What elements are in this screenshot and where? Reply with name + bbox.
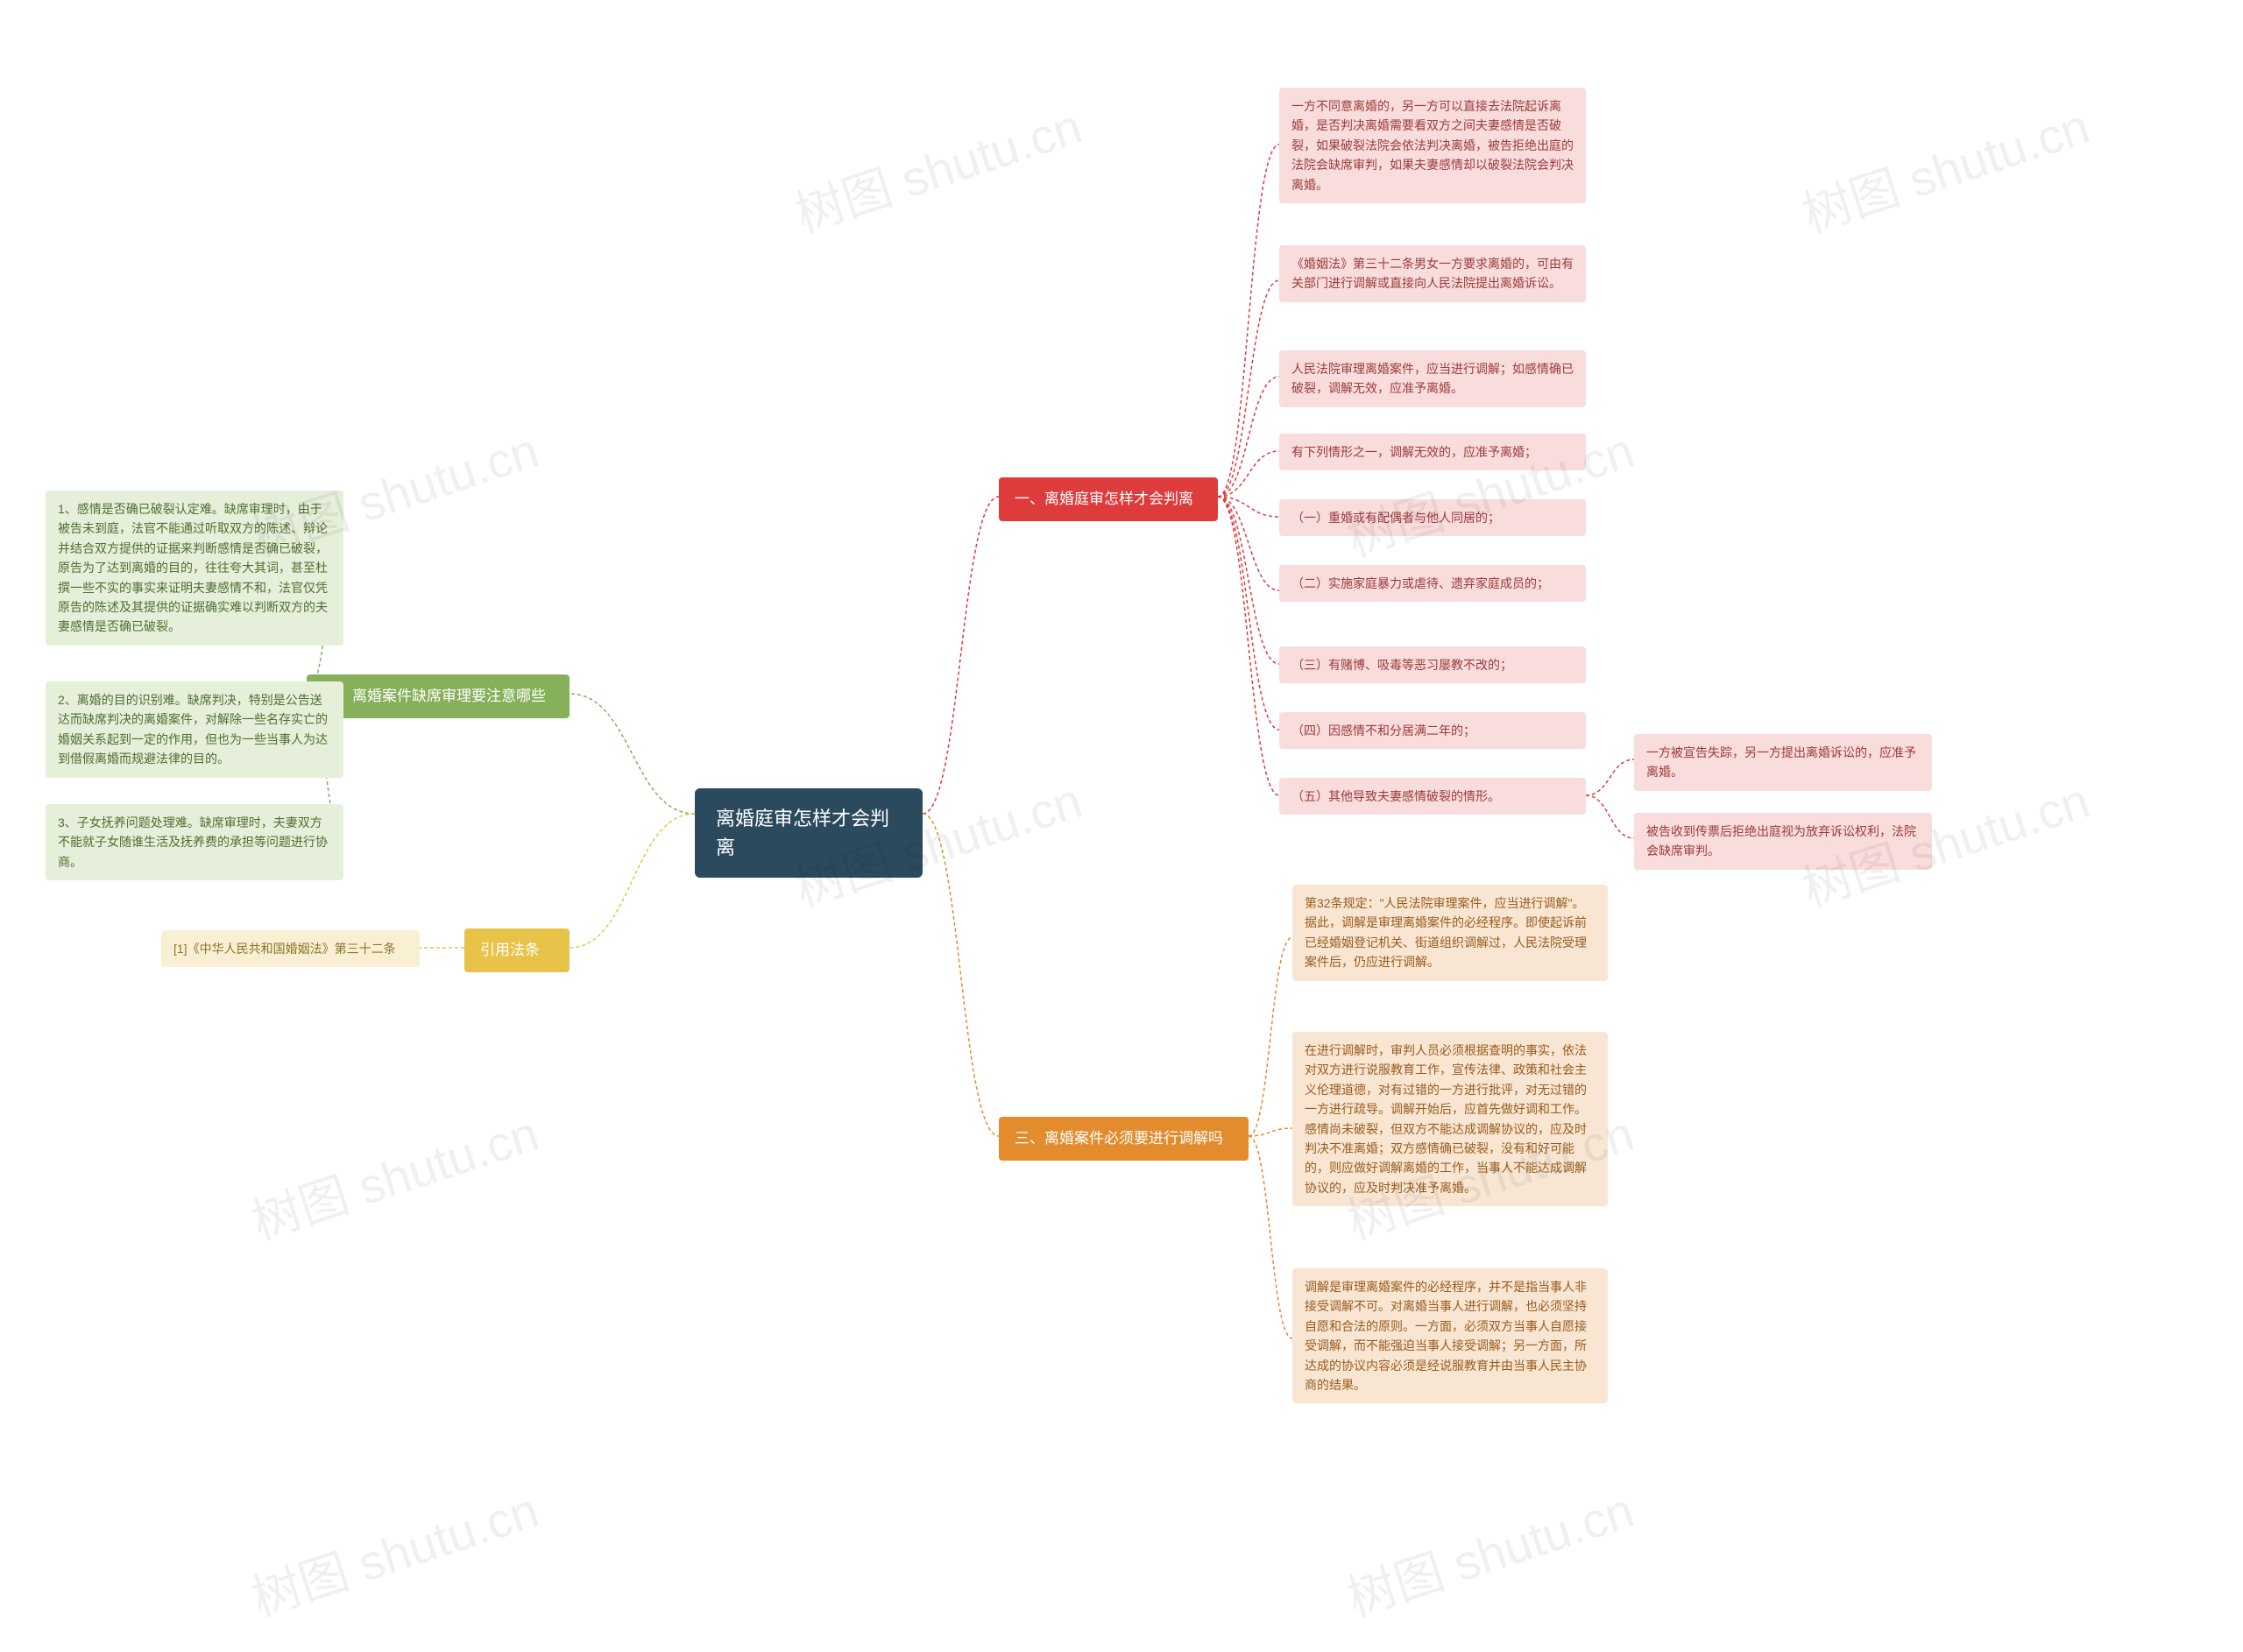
watermark: 树图 shutu.cn — [785, 88, 1090, 247]
leaf-node: [1]《中华人民共和国婚姻法》第三十二条 — [161, 930, 420, 967]
leaf-node: 《婚姻法》第三十二条男女一方要求离婚的，可由有关部门进行调解或直接向人民法院提出… — [1279, 245, 1586, 302]
branch-1: 一、离婚庭审怎样才会判离 — [999, 477, 1218, 521]
leaf-node: 1、感情是否确已破裂认定难。缺席审理时，由于被告未到庭，法官不能通过听取双方的陈… — [46, 491, 343, 646]
leaf-node: 在进行调解时，审判人员必须根据查明的事实，依法对双方进行说服教育工作，宣传法律、… — [1292, 1032, 1608, 1206]
leaf-node: （二）实施家庭暴力或虐待、遗弃家庭成员的； — [1279, 565, 1586, 602]
leaf-node: 被告收到传票后拒绝出庭视为放弃诉讼权利，法院会缺席审判。 — [1634, 813, 1932, 870]
leaf-node: （五）其他导致夫妻感情破裂的情形。 — [1279, 778, 1586, 815]
branch-3: 三、离婚案件必须要进行调解吗 — [999, 1117, 1249, 1161]
watermark: 树图 shutu.cn — [242, 1472, 547, 1631]
leaf-node: 一方不同意离婚的，另一方可以直接去法院起诉离婚，是否判决离婚需要看双方之间夫妻感… — [1279, 88, 1586, 203]
leaf-node: 3、子女抚养问题处理难。缺席审理时，夫妻双方不能就子女随谁生活及抚养费的承担等问… — [46, 804, 343, 880]
leaf-node: 一方被宣告失踪，另一方提出离婚诉讼的，应准予离婚。 — [1634, 734, 1932, 791]
center-node: 离婚庭审怎样才会判离 — [695, 788, 923, 878]
leaf-node: （三）有赌博、吸毒等恶习屡教不改的； — [1279, 646, 1586, 683]
leaf-node: 2、离婚的目的识别难。缺席判决，特别是公告送达而缺席判决的离婚案件，对解除一些名… — [46, 681, 343, 778]
watermark: 树图 shutu.cn — [242, 1095, 547, 1254]
leaf-node: 第32条规定："人民法院审理案件，应当进行调解"。据此，调解是审理离婚案件的必经… — [1292, 885, 1608, 981]
watermark: 树图 shutu.cn — [1793, 88, 2098, 247]
branch-4: 引用法条 — [464, 928, 570, 972]
leaf-node: 人民法院审理离婚案件，应当进行调解；如感情确已破裂，调解无效，应准予离婚。 — [1279, 350, 1586, 407]
leaf-node: （四）因感情不和分居满二年的； — [1279, 712, 1586, 749]
leaf-node: 有下列情形之一，调解无效的，应准予离婚； — [1279, 434, 1586, 470]
branch-2: 二、离婚案件缺席审理要注意哪些 — [307, 674, 570, 718]
watermark: 树图 shutu.cn — [1337, 1472, 1642, 1631]
leaf-node: （一）重婚或有配偶者与他人同居的； — [1279, 499, 1586, 536]
leaf-node: 调解是审理离婚案件的必经程序，并不是指当事人非接受调解不可。对离婚当事人进行调解… — [1292, 1268, 1608, 1403]
